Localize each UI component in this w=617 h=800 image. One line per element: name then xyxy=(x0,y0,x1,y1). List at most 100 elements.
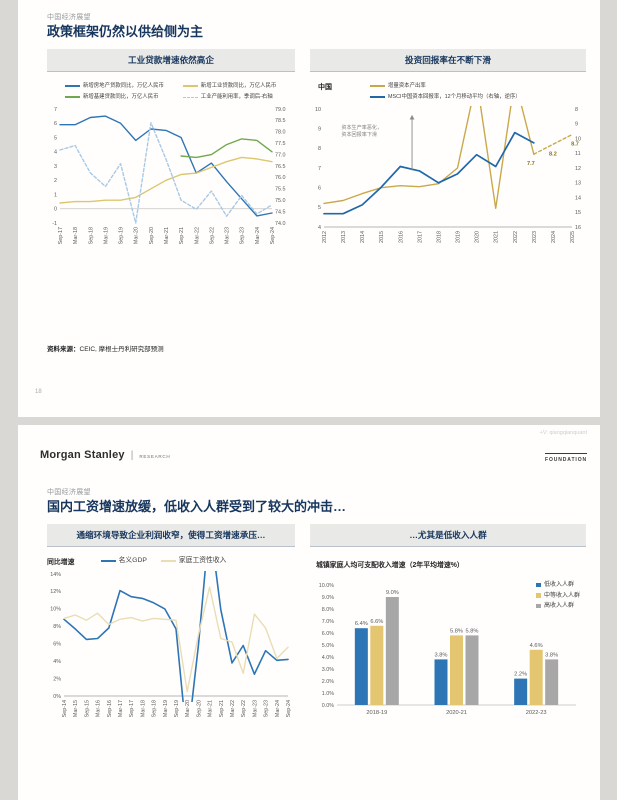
legend-label: 新增房地产贷款同比，万亿人民币 xyxy=(83,83,164,89)
legend-item: 工业产能利用率，季调后-右轴 xyxy=(182,93,295,101)
tick-label: 76.5 xyxy=(275,164,286,170)
x-axis-tick-label: Mar-21 xyxy=(208,700,214,717)
legend-label: 中等收入人群 xyxy=(543,592,580,599)
tick-label: 7 xyxy=(54,107,57,113)
report-header: Morgan Stanley | RESEARCH FOUNDATION xyxy=(40,445,587,465)
category-label: 2020-21 xyxy=(446,710,467,716)
tick-label: 3.0% xyxy=(322,667,334,673)
tick-label: 14% xyxy=(50,572,61,578)
bar xyxy=(385,597,399,705)
x-axis-tick-label: Sep-24 xyxy=(286,700,292,717)
chart-legend-row: 同比增速 名义GDP 家庭工资性收入 xyxy=(47,556,295,566)
x-axis-tick-label: 2019 xyxy=(456,231,462,243)
line-series xyxy=(63,571,289,702)
x-axis-tick-label: 2017 xyxy=(417,231,423,243)
x-axis-tick-label: Mar-17 xyxy=(118,700,124,717)
tick-label: 14 xyxy=(575,195,581,201)
tick-label: 10 xyxy=(575,136,581,142)
x-axis-tick-label: Mar-18 xyxy=(140,700,146,717)
plot-area xyxy=(63,571,289,702)
tick-label: 10 xyxy=(315,107,321,113)
x-axis-tick-label: Sep-21 xyxy=(219,700,225,717)
slide-title: 政策框架仍然以供给侧为主 xyxy=(47,24,204,39)
legend-swatch-icon xyxy=(536,603,541,609)
x-axis-tick-label: Sep-24 xyxy=(270,227,276,244)
region-label: 中国 xyxy=(318,84,332,91)
bar-value-label: 2.2% xyxy=(514,672,527,678)
legend-item: 增量资本产出率 xyxy=(370,82,521,90)
legend-item: 低收入人群 xyxy=(536,581,580,589)
watermark-text: +V: qiangqianquant xyxy=(539,430,587,436)
bar-value-label: 3.8% xyxy=(435,652,448,658)
legend-swatch-icon xyxy=(536,593,541,598)
tick-label: 2% xyxy=(53,676,61,682)
legend-swatch-icon xyxy=(160,560,176,562)
line-series xyxy=(59,156,273,204)
bar-value-label: 4.6% xyxy=(530,643,543,649)
tick-label: 76.0 xyxy=(275,175,286,181)
charts-row: 通缩环境导致企业利润收窄，使得工资增速承压… 同比增速 名义GDP 家庭工资性收入… xyxy=(47,524,586,730)
tick-label: 74.5 xyxy=(275,209,286,215)
chart-panel-industrial-loans: 工业贷款增速依然高企 新增房地产贷款同比，万亿人民币 新增工业贷款同比，万亿人民币… xyxy=(47,49,295,255)
legend-label: 增量资本产出率 xyxy=(388,83,426,89)
x-axis-tick-label: Sep-20 xyxy=(149,227,155,244)
legend-swatch-icon xyxy=(182,85,198,87)
legend-item: MSCI中国资本回报率，12个月移动平均（右轴，逆序） xyxy=(370,93,521,101)
x-axis-tick-label: Mar-23 xyxy=(225,227,231,244)
tick-label: 12 xyxy=(575,166,581,172)
tick-label: 9.0% xyxy=(322,595,334,601)
x-axis-tick-label: Sep-20 xyxy=(196,700,202,717)
tick-label: 15 xyxy=(575,210,581,216)
tick-label: 11 xyxy=(575,151,581,157)
chart-legend: 增量资本产出率 MSCI中国资本回报率，12个月移动平均（右轴，逆序） xyxy=(370,82,521,101)
x-axis-tick-label: Mar-16 xyxy=(96,700,102,717)
slide-wage-growth: +V: qiangqianquant Morgan Stanley | RESEAR… xyxy=(18,425,600,800)
chart-panel-wage-growth: 通缩环境导致企业利润收窄，使得工资增速承压… 同比增速 名义GDP 家庭工资性收入… xyxy=(47,524,295,730)
tick-label: 8 xyxy=(318,146,321,152)
legend-label: 低收入人群 xyxy=(543,582,574,588)
bar-chart-wrap: 10.0% 9.0% 8.0% 7.0% 6.0% 5.0% 4.0% 3.0% 2.0% 1.0… xyxy=(310,571,586,721)
x-axis-tick-label: Mar-23 xyxy=(252,700,258,717)
legend-label: 家庭工资性收入 xyxy=(178,557,227,564)
legend-label: 名义GDP xyxy=(118,557,147,564)
x-axis-tick-label: 2025 xyxy=(570,231,576,243)
legend-item: 高收入人群 xyxy=(536,602,580,610)
brand-divider: | xyxy=(130,450,134,461)
tick-label: 4.0% xyxy=(322,655,334,661)
tick-label: 7 xyxy=(318,166,321,172)
bar xyxy=(434,659,448,705)
x-axis-tick-label: Mar-21 xyxy=(164,227,170,244)
x-axis-tick-label: 2021 xyxy=(494,231,500,243)
tick-label: 8% xyxy=(53,624,61,630)
tick-label: 6.0% xyxy=(322,631,334,637)
line-series xyxy=(323,131,535,215)
tick-label: 8 xyxy=(575,107,578,113)
bar-value-label: 3.8% xyxy=(545,652,558,658)
tick-label: 0% xyxy=(53,694,61,700)
legend-item: 新增工业贷款同比，万亿人民币 xyxy=(182,82,295,90)
bar xyxy=(545,659,559,705)
x-axis-tick-label: Sep-21 xyxy=(179,227,185,244)
tick-label: 75.5 xyxy=(275,187,286,193)
x-axis-tick-label: Mar-22 xyxy=(194,227,200,244)
slide-policy-framework: 中国经济展望 政策框架仍然以供给侧为主 工业贷款增速依然高企 新增房地产贷款同比… xyxy=(18,0,600,417)
tick-label: 13 xyxy=(575,181,581,187)
x-axis-tick-label: Mar-18 xyxy=(73,227,79,244)
plot-area xyxy=(323,106,573,215)
source-label: 资料来源： xyxy=(47,346,80,353)
bar xyxy=(370,625,384,705)
annotation-text: 资本生产率恶化， xyxy=(341,124,382,131)
tick-label: 6% xyxy=(53,642,61,648)
slide-title: 国内工资增速放缓，低收入人群受到了较大的冲击… xyxy=(47,499,347,514)
x-axis-tick-label: Sep-16 xyxy=(107,700,113,717)
tick-label: 12% xyxy=(50,589,61,595)
x-axis-tick-label: Mar-20 xyxy=(134,227,140,244)
legend-item: 家庭工资性收入 xyxy=(160,557,227,565)
chart-header: 投资回报率在不断下滑 xyxy=(310,49,586,72)
x-axis-tick-label: Mar-15 xyxy=(73,700,79,717)
line-chart-capital-return: 10 9 8 7 6 5 4 8 9 10 11 12 13 14 15 16 2012 2013 2014 2015… xyxy=(315,106,581,243)
tick-label: 1 xyxy=(54,192,57,198)
brand-logo: Morgan Stanley xyxy=(40,449,125,461)
chart-legend: 新增房地产贷款同比，万亿人民币 新增工业贷款同比，万亿人民币 新增基建贷款同比，万亿… xyxy=(65,82,295,101)
